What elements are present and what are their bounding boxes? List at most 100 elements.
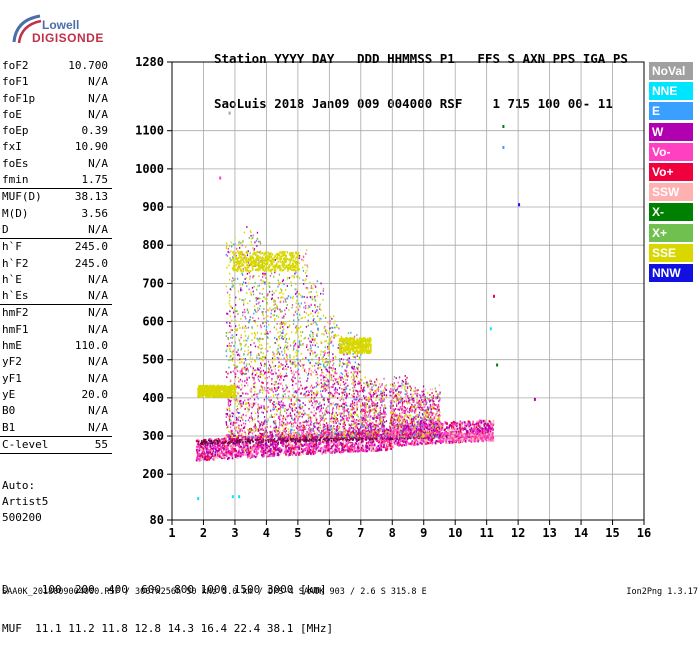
echo-point bbox=[278, 401, 279, 403]
echo-point bbox=[380, 443, 382, 445]
echo-point bbox=[293, 447, 295, 449]
echo-point bbox=[293, 319, 294, 321]
echo-point bbox=[254, 391, 255, 393]
echo-point bbox=[292, 394, 293, 396]
echo-point bbox=[278, 316, 279, 318]
echo-point bbox=[283, 442, 285, 444]
echo-point bbox=[273, 416, 274, 418]
echo-point bbox=[229, 450, 231, 452]
echo-point bbox=[228, 345, 229, 347]
echo-point bbox=[282, 418, 283, 420]
echo-point bbox=[245, 423, 246, 425]
echo-point bbox=[335, 449, 337, 451]
echo-point bbox=[240, 345, 241, 347]
echo-point bbox=[303, 410, 304, 412]
echo-point bbox=[249, 390, 250, 392]
echo-point bbox=[275, 441, 276, 443]
echo-point bbox=[383, 444, 385, 446]
echo-point bbox=[257, 332, 258, 334]
echo-point bbox=[319, 439, 320, 441]
echo-point bbox=[346, 440, 347, 442]
echo-point bbox=[242, 430, 243, 432]
echo-point bbox=[269, 376, 270, 378]
echo-point bbox=[280, 414, 281, 416]
echo-point bbox=[197, 443, 198, 445]
echo-point bbox=[366, 442, 368, 444]
echo-point bbox=[203, 441, 204, 443]
echo-point bbox=[229, 310, 230, 312]
echo-point bbox=[353, 450, 355, 452]
echo-point bbox=[311, 447, 313, 449]
echo-point bbox=[298, 362, 299, 364]
echo-point bbox=[453, 423, 455, 425]
echo-point bbox=[307, 297, 308, 299]
echo-point bbox=[286, 440, 287, 442]
echo-point bbox=[266, 390, 267, 392]
echo-point bbox=[241, 453, 243, 455]
echo-point bbox=[244, 232, 245, 234]
echo-point bbox=[325, 449, 327, 451]
echo-point bbox=[255, 412, 256, 414]
echo-point bbox=[266, 396, 267, 398]
echo-point bbox=[297, 425, 298, 427]
echo-point bbox=[387, 440, 389, 442]
echo-point bbox=[305, 393, 306, 395]
echo-point bbox=[243, 403, 244, 405]
echo-point bbox=[248, 429, 249, 431]
echo-point bbox=[383, 446, 385, 448]
echo-point bbox=[302, 427, 303, 429]
echo-point bbox=[247, 393, 248, 395]
echo-point bbox=[230, 431, 231, 433]
echo-point bbox=[235, 427, 236, 429]
echo-point bbox=[280, 331, 281, 333]
echo-point bbox=[249, 432, 250, 434]
echo-point bbox=[273, 353, 274, 355]
echo-point bbox=[247, 440, 248, 442]
echo-point bbox=[284, 347, 285, 349]
echo-point bbox=[255, 346, 256, 348]
echo-point bbox=[298, 309, 299, 311]
echo-point bbox=[266, 322, 267, 324]
echo-point bbox=[379, 438, 381, 440]
echo-point bbox=[202, 442, 203, 444]
echo-point bbox=[238, 453, 240, 455]
echo-point bbox=[287, 342, 288, 344]
echo-point bbox=[275, 406, 276, 408]
echo-point bbox=[234, 427, 235, 429]
echo-point bbox=[299, 277, 300, 279]
echo-point bbox=[239, 327, 240, 329]
echo-point bbox=[214, 442, 215, 444]
echo-point bbox=[306, 326, 307, 328]
echo-point bbox=[238, 450, 240, 452]
echo-point bbox=[250, 235, 251, 237]
echo-point bbox=[264, 363, 265, 365]
echo-point bbox=[294, 445, 296, 447]
echo-point bbox=[279, 439, 280, 441]
echo-point bbox=[278, 297, 279, 299]
echo-point bbox=[285, 323, 286, 325]
echo-point bbox=[350, 450, 352, 452]
echo-point bbox=[262, 356, 263, 358]
echo-point bbox=[217, 457, 219, 459]
echo-point bbox=[240, 318, 241, 320]
echo-point bbox=[303, 402, 304, 404]
echo-point bbox=[392, 446, 394, 448]
echo-point bbox=[281, 440, 282, 442]
echo-point bbox=[332, 449, 334, 451]
echo-point bbox=[242, 441, 243, 443]
echo-point bbox=[284, 309, 285, 311]
echo-point bbox=[268, 397, 269, 399]
echo-point bbox=[297, 352, 298, 354]
echo-point bbox=[418, 442, 420, 444]
echo-point bbox=[234, 308, 235, 310]
echo-point bbox=[265, 364, 266, 366]
echo-point bbox=[241, 370, 242, 372]
echo-point bbox=[270, 439, 271, 441]
echo-point bbox=[289, 441, 291, 443]
echo-point bbox=[198, 441, 199, 443]
echo-point bbox=[231, 259, 232, 261]
echo-point bbox=[371, 444, 373, 446]
echo-point bbox=[262, 447, 264, 449]
echo-point bbox=[282, 330, 283, 332]
echo-point bbox=[363, 447, 365, 449]
